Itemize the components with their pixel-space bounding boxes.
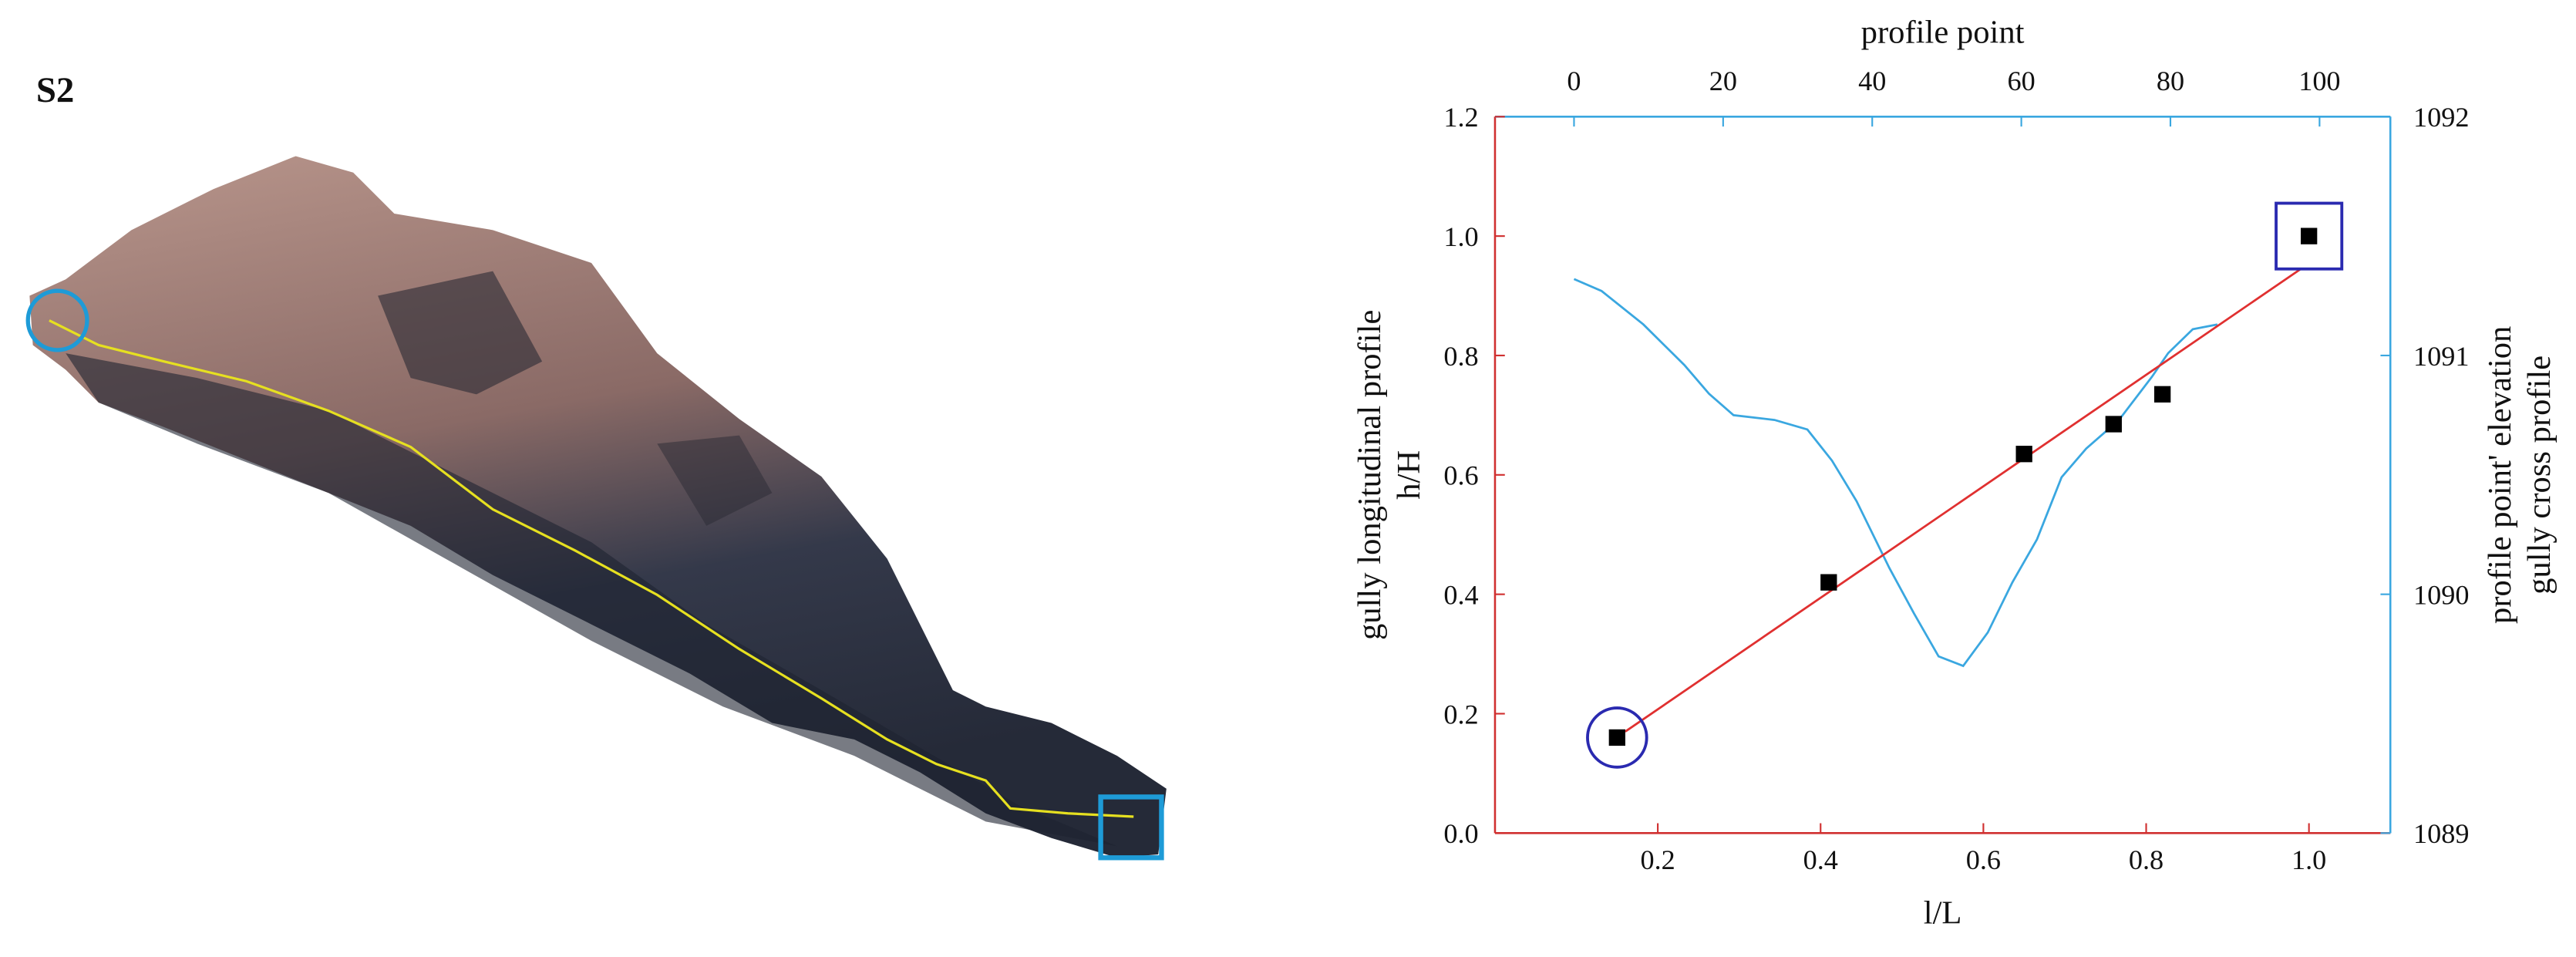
y-tick-label: 0.0 (1443, 818, 1478, 849)
highlight-square (2275, 201, 2344, 271)
data-point (2015, 446, 2032, 463)
x2-tick-label: 0 (1567, 66, 1581, 96)
data-point (2105, 416, 2122, 433)
y-axis-label: gully longitudinal profile (1352, 310, 1388, 640)
x-tick-label: 0.6 (1966, 844, 2001, 875)
cross-profile-line (1573, 278, 2218, 668)
x2-tick-label: 60 (2007, 66, 2035, 96)
highlight-circle (1586, 706, 1648, 769)
y-tick-label: 0.8 (1443, 341, 1478, 372)
x-tick-label: 1.0 (2291, 844, 2326, 875)
y-axis-label: h/H (1391, 450, 1427, 500)
x2-tick-label: 100 (2298, 66, 2340, 96)
y2-tick-label: 1090 (2413, 579, 2469, 610)
y-tick-label: 0.4 (1443, 579, 1478, 610)
y2-tick-label: 1091 (2413, 341, 2469, 372)
panel-label: S2 (36, 70, 75, 110)
x-tick-label: 0.2 (1640, 844, 1675, 875)
data-point (2153, 386, 2171, 403)
y2-axis-label: profile point' elevation (2482, 326, 2518, 624)
terrain-image (25, 156, 1167, 861)
x2-tick-label: 20 (1709, 66, 1737, 96)
x-tick-label: 0.8 (2129, 844, 2164, 875)
x2-tick-label: 80 (2157, 66, 2184, 96)
y2-tick-label: 1089 (2413, 818, 2469, 849)
y-tick-label: 0.2 (1443, 699, 1478, 730)
fit-line (1625, 268, 2302, 733)
x-tick-label: 0.4 (1803, 844, 1838, 875)
data-point (2301, 227, 2318, 244)
x2-tick-label: 40 (1858, 66, 1886, 96)
y-tick-label: 0.6 (1443, 460, 1478, 491)
y-tick-label: 1.2 (1443, 102, 1478, 133)
y-tick-label: 1.0 (1443, 221, 1478, 252)
data-point (1820, 574, 1837, 591)
x-axis-label: l/L (1924, 895, 1962, 932)
x2-axis-label: profile point (1861, 14, 2025, 50)
y2-tick-label: 1092 (2413, 102, 2469, 133)
data-point (1608, 729, 1625, 746)
y2-axis-label: gully cross profile (2521, 356, 2557, 595)
